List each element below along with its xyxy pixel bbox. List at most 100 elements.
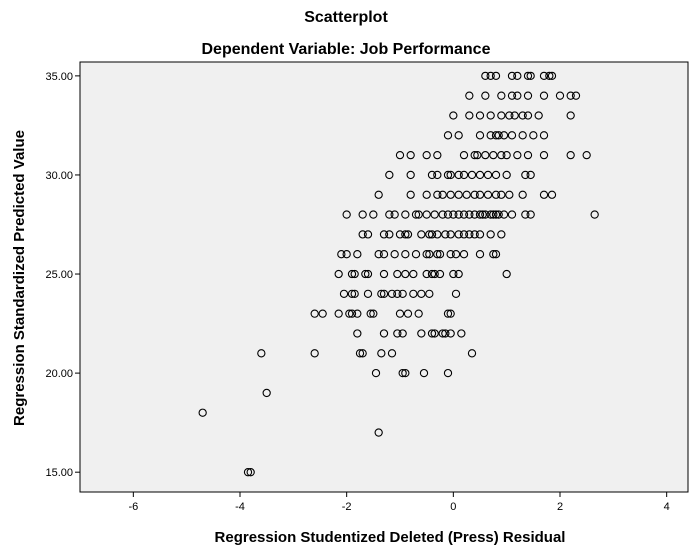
scatter-point: [363, 289, 373, 298]
scatter-point: [353, 329, 362, 338]
scatter-point: [433, 190, 442, 199]
scatter-point: [430, 210, 439, 219]
y-tick-label: 25.00: [45, 269, 73, 281]
scatter-point: [470, 210, 479, 219]
scatter-point: [379, 289, 389, 298]
scatter-point: [433, 150, 442, 160]
scatter-point: [489, 210, 498, 219]
scatter-point: [411, 250, 421, 259]
scatter-point: [430, 269, 439, 279]
scatter-point: [347, 269, 357, 279]
scatter-point: [422, 269, 431, 279]
scatter-point: [481, 210, 490, 219]
scatter-point: [566, 150, 575, 160]
scatter-point: [481, 71, 490, 81]
y-tick-label: 15.00: [45, 467, 73, 479]
x-axis-title: Regression Studentized Deleted (Press) R…: [215, 529, 566, 546]
x-tick-label: 2: [557, 501, 563, 513]
scatter-point: [443, 210, 453, 219]
scatter-point: [366, 309, 375, 318]
scatter-point: [526, 210, 535, 219]
scatter-point: [427, 269, 437, 279]
scatter-point: [446, 250, 455, 259]
scatter-point: [390, 210, 399, 219]
scatter-point: [379, 269, 389, 279]
scatter-point: [446, 230, 455, 239]
scatter-point: [539, 190, 549, 199]
scatter-point: [385, 170, 394, 180]
scatter-point: [425, 289, 434, 298]
scatter-point: [459, 210, 469, 219]
scatter-point: [401, 368, 410, 378]
scatter-point: [339, 289, 349, 298]
scatter-point: [491, 250, 501, 259]
scatter-point: [523, 111, 533, 120]
scatter-point: [433, 170, 442, 180]
scatter-point: [491, 71, 501, 81]
scatter-point: [507, 71, 517, 81]
scatter-point: [518, 190, 527, 199]
scatter-point: [489, 150, 498, 160]
scatter-point: [505, 190, 514, 199]
plot-area: [79, 61, 689, 493]
scatter-point: [499, 210, 509, 219]
scatter-point: [353, 250, 362, 259]
scatter-point: [347, 309, 357, 318]
scatter-point: [395, 230, 405, 239]
scatter-point: [446, 190, 455, 199]
scatter-point: [521, 210, 530, 219]
scatter-point: [409, 269, 418, 279]
scatter-point: [334, 269, 343, 279]
scatter-point: [401, 269, 410, 279]
scatter-point: [417, 329, 426, 338]
scatter-point: [459, 150, 469, 160]
scatter-point: [491, 190, 501, 199]
scatter-point: [369, 309, 378, 318]
scatter-point: [393, 269, 402, 279]
scatter-point: [497, 150, 506, 160]
scatter-point: [243, 468, 253, 477]
scatter-point: [430, 329, 439, 338]
scatter-point: [427, 170, 437, 180]
scatter-point: [497, 91, 506, 100]
scatter-point: [523, 150, 533, 160]
scatter-point: [539, 71, 549, 81]
scatter-point: [483, 190, 493, 199]
scatter-point: [449, 210, 458, 219]
scatter-point: [443, 170, 453, 180]
scatter-point: [459, 250, 469, 259]
scatter-point: [475, 250, 485, 259]
scatter-point: [377, 289, 386, 298]
scatter-point: [353, 309, 362, 318]
scatter-point: [449, 269, 458, 279]
scatter-point: [467, 170, 477, 180]
scatter-point: [502, 170, 511, 180]
scatter-point: [350, 289, 359, 298]
scatter-point: [534, 111, 543, 120]
scatter-point: [403, 230, 413, 239]
scatter-point: [350, 269, 359, 279]
scatter-point: [374, 190, 383, 199]
scatter-point: [358, 230, 367, 239]
scatter-point: [446, 329, 455, 338]
scatter-point: [441, 230, 450, 239]
scatter-point: [494, 210, 503, 219]
scatter-point: [310, 309, 319, 318]
scatter-point: [470, 230, 479, 239]
scatter-point: [406, 150, 415, 160]
scatter-point: [486, 230, 495, 239]
scatter-point: [523, 91, 533, 100]
scatter-point: [406, 170, 415, 180]
scatter-point: [363, 230, 373, 239]
scatter-point: [409, 289, 418, 298]
scatter-point: [473, 150, 482, 160]
scatter-point: [507, 210, 517, 219]
scatter-point: [454, 269, 463, 279]
scatter-point: [393, 329, 402, 338]
scatter-point: [198, 408, 207, 417]
scatter-point: [502, 269, 511, 279]
scatter-point: [422, 250, 431, 259]
scatter-point: [406, 190, 415, 199]
scatter-point: [454, 131, 463, 140]
